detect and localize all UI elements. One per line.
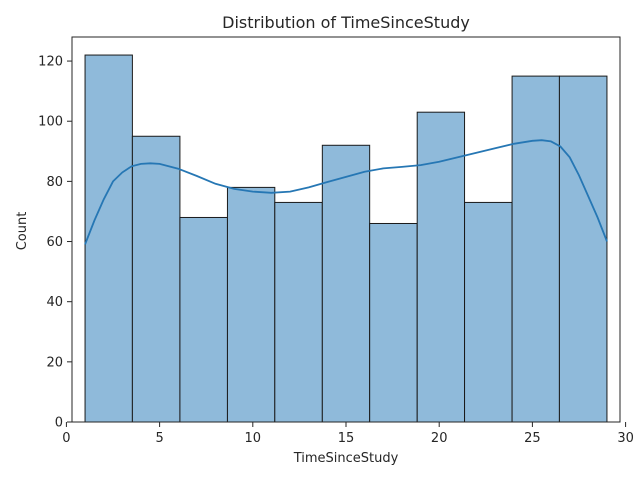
bars-group — [84, 54, 608, 423]
kde-line — [84, 139, 608, 245]
y-tick-label: 40 — [46, 295, 63, 310]
x-tick-label: 0 — [62, 431, 70, 446]
y-tick-label: 80 — [46, 175, 63, 190]
histogram-bar-5 — [274, 201, 323, 423]
histogram-bar-3 — [179, 216, 228, 423]
y-tick-label: 20 — [46, 355, 63, 370]
x-ticks-group: 0 5 10 15 20 25 30 — [62, 422, 634, 446]
x-tick-label: 20 — [431, 431, 448, 446]
y-tick-label: 60 — [46, 235, 63, 250]
x-tick-label: 5 — [155, 431, 163, 446]
x-tick-label: 25 — [524, 431, 541, 446]
y-axis-label: Count — [15, 212, 30, 251]
chart-title: Distribution of TimeSinceStudy — [222, 13, 470, 32]
x-tick-label: 10 — [245, 431, 262, 446]
x-tick-label: 30 — [617, 431, 634, 446]
histogram-bar-11 — [558, 75, 608, 423]
histogram-bar-10 — [511, 75, 560, 423]
x-tick-label: 15 — [338, 431, 355, 446]
histogram-bar-8 — [416, 111, 466, 423]
histogram-bar-9 — [464, 201, 513, 423]
histogram-bar-2 — [131, 135, 181, 423]
y-tick-label: 120 — [38, 55, 63, 70]
y-tick-label: 100 — [38, 115, 63, 130]
y-ticks-group: 0 20 40 60 80 100 120 — [38, 55, 72, 431]
x-axis-label: TimeSinceStudy — [293, 451, 399, 466]
y-tick-label: 0 — [55, 416, 63, 431]
histogram-bar-7 — [369, 222, 418, 423]
histogram-bar-1 — [84, 54, 133, 423]
histogram-bar-4 — [226, 186, 276, 423]
histogram-bar-6 — [321, 144, 371, 423]
